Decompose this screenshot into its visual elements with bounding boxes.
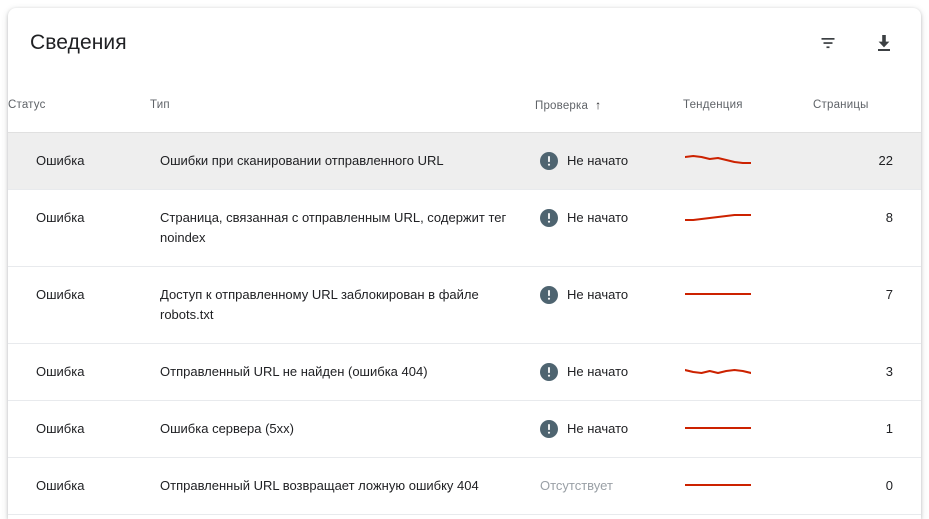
trend-sparkline <box>683 458 813 515</box>
status-badge: Ошибка <box>36 364 85 379</box>
column-header-status[interactable]: Статус <box>8 78 150 133</box>
table-row[interactable]: Ошибка Доступ к отправленному URL заблоки… <box>8 267 921 344</box>
validation-status-wrap: Не начато <box>540 419 682 439</box>
validation-status-cell: Не начато <box>535 344 683 401</box>
status-badge: Ошибка <box>36 421 85 436</box>
validation-status-cell: Отсутствует <box>535 458 683 515</box>
issue-type-label: Страница, связанная с отправленным URL, … <box>160 210 507 245</box>
trend-sparkline-flat <box>685 426 751 430</box>
trend-sparkline-wavy <box>685 368 751 375</box>
column-header-type-label: Тип <box>150 99 170 111</box>
card-header: Сведения <box>8 8 921 78</box>
issue-type-label: Ошибка сервера (5xx) <box>160 421 294 436</box>
validation-status-wrap: Не начато <box>540 208 682 228</box>
validation-status-label: Не начато <box>567 153 629 168</box>
page-title: Сведения <box>30 31 127 54</box>
trend-sparkline <box>683 133 813 190</box>
pages-count: 8 <box>885 210 893 225</box>
validation-status-wrap: Не начато <box>540 362 682 382</box>
issue-type-label: Отправленный URL не найден (ошибка 404) <box>160 364 428 379</box>
trend-sparkline-flat <box>685 483 751 487</box>
table-header-row: Статус Тип Проверка ↑ Тенденция Страницы <box>8 78 921 133</box>
exclamation-circle-icon <box>540 363 558 381</box>
column-header-check-label: Проверка <box>535 100 589 112</box>
validation-status-label: Не начато <box>567 364 629 379</box>
trend-sparkline-declining <box>685 154 751 165</box>
validation-status-label: Отсутствует <box>540 478 613 493</box>
validation-status-cell: Не начато <box>535 190 683 267</box>
download-icon[interactable] <box>867 26 901 60</box>
pages-count: 7 <box>885 287 893 302</box>
header-actions <box>811 26 901 60</box>
column-header-type[interactable]: Тип <box>150 78 535 133</box>
filter-list-icon[interactable] <box>811 26 845 60</box>
table-row[interactable]: Ошибка Страница, связанная с отправленным… <box>8 190 921 267</box>
validation-status-wrap: Не начато <box>540 151 682 171</box>
pages-count: 22 <box>878 153 893 168</box>
table-footer: Строк на странице: 10 1–6 из 6 <box>8 515 921 519</box>
sort-ascending-icon[interactable]: ↑ <box>595 98 602 112</box>
pages-count: 3 <box>885 364 893 379</box>
validation-status-label: Не начато <box>567 287 629 302</box>
table-head: Статус Тип Проверка ↑ Тенденция Страницы <box>8 78 921 133</box>
table-row[interactable]: Ошибка Ошибка сервера (5xx) Не начато 1 <box>8 401 921 458</box>
exclamation-circle-icon <box>540 209 558 227</box>
trend-sparkline <box>683 190 813 267</box>
exclamation-circle-icon <box>540 286 558 304</box>
table-body: Ошибка Ошибки при сканировании отправленн… <box>8 132 921 515</box>
issue-type-label: Доступ к отправленному URL заблокирован … <box>160 287 479 322</box>
validation-status-cell: Не начато <box>535 401 683 458</box>
trend-sparkline <box>683 344 813 401</box>
details-card: Сведения <box>8 8 921 519</box>
status-badge: Ошибка <box>36 153 85 168</box>
column-header-check[interactable]: Проверка ↑ <box>535 78 683 133</box>
table-row[interactable]: Ошибка Отправленный URL не найден (ошибка… <box>8 344 921 401</box>
pages-count: 1 <box>885 421 893 436</box>
column-header-pages-label: Страницы <box>813 99 869 111</box>
validation-status-label: Не начато <box>567 421 629 436</box>
trend-sparkline-flat <box>685 292 751 296</box>
validation-status-cell: Не начато <box>535 267 683 344</box>
details-table: Статус Тип Проверка ↑ Тенденция Страницы … <box>8 78 921 515</box>
trend-sparkline <box>683 267 813 344</box>
validation-status-cell: Не начато <box>535 133 683 190</box>
column-header-trend-label: Тенденция <box>683 99 743 111</box>
issue-type-label: Ошибки при сканировании отправленного UR… <box>160 153 444 168</box>
validation-status-label: Не начато <box>567 210 629 225</box>
status-badge: Ошибка <box>36 478 85 493</box>
column-header-status-label: Статус <box>8 99 46 111</box>
issue-type-label: Отправленный URL возвращает ложную ошибк… <box>160 478 479 493</box>
column-header-pages[interactable]: Страницы <box>813 78 921 133</box>
trend-sparkline-rising <box>685 213 751 222</box>
table-row[interactable]: Ошибка Ошибки при сканировании отправленн… <box>8 132 921 190</box>
exclamation-circle-icon <box>540 420 558 438</box>
validation-status-wrap: Не начато <box>540 285 682 305</box>
status-badge: Ошибка <box>36 287 85 302</box>
exclamation-circle-icon <box>540 152 558 170</box>
validation-status-wrap: Отсутствует <box>540 476 682 496</box>
table-row[interactable]: Ошибка Отправленный URL возвращает ложную… <box>8 458 921 515</box>
column-header-trend[interactable]: Тенденция <box>683 78 813 133</box>
pages-count: 0 <box>885 478 893 493</box>
trend-sparkline <box>683 401 813 458</box>
status-badge: Ошибка <box>36 210 85 225</box>
